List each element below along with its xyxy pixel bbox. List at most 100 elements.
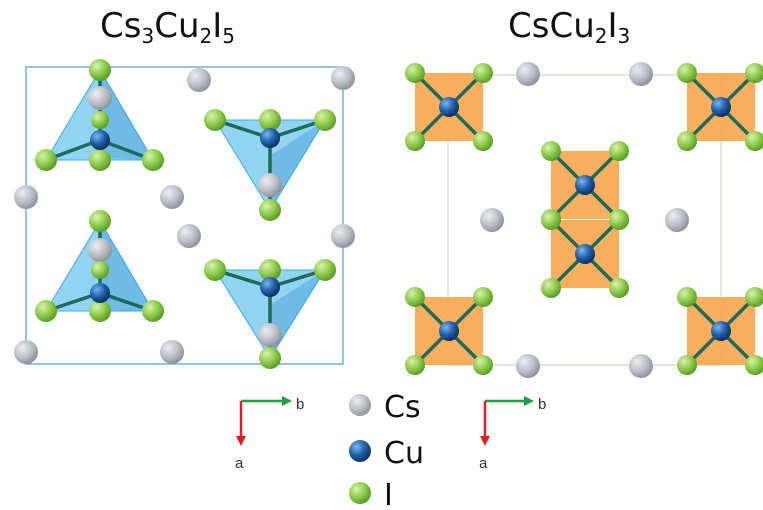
cui4-tetrahedron <box>35 59 164 171</box>
tetrahedron-face <box>100 70 153 160</box>
title-cs3cu2i5: Cs3Cu2I5 <box>100 6 235 48</box>
i-atom <box>142 149 164 171</box>
i-atom <box>609 210 629 230</box>
a-arrow-head <box>236 436 246 446</box>
cs-atom <box>160 340 184 364</box>
cui-octahedron <box>677 63 763 151</box>
i-atom <box>35 149 57 171</box>
axis-indicator-right: b a <box>479 396 546 472</box>
cs3cu2i5-structure <box>14 59 355 369</box>
i-atom <box>677 63 697 83</box>
i-atom <box>89 59 111 81</box>
i-atom <box>405 287 425 307</box>
cs-atom <box>331 66 355 90</box>
cs-atom <box>88 86 112 110</box>
unit-cell <box>447 74 722 366</box>
legend-cs-atom <box>349 394 371 416</box>
cs-atom <box>187 68 211 92</box>
cui-octahedron <box>541 141 629 229</box>
cs-atom <box>177 224 201 248</box>
cu-atom <box>439 97 459 117</box>
cu-atom <box>260 128 280 148</box>
cs-atom <box>665 208 689 232</box>
b-arrow-head <box>282 396 292 406</box>
cs-atom <box>88 238 112 262</box>
cscu2i3-structure <box>405 62 763 378</box>
tetrahedron-face <box>270 120 325 210</box>
i-atom <box>677 287 697 307</box>
i-atom <box>314 109 336 131</box>
tetrahedron-face <box>100 221 153 311</box>
cu-atom <box>711 321 731 341</box>
i-atom <box>473 131 493 151</box>
legend-i-label: I <box>384 478 393 510</box>
i-atom <box>89 300 111 322</box>
i-atom <box>745 131 763 151</box>
i-atom <box>473 63 493 83</box>
legend-cu-label: Cu <box>384 436 424 471</box>
i-atom <box>609 278 629 298</box>
cs-atom <box>258 323 282 347</box>
i-atom <box>204 109 226 131</box>
cs-atom <box>14 340 38 364</box>
cu-atom <box>90 130 110 150</box>
i-atom <box>89 149 111 171</box>
title-cscu2i3: CsCu2I3 <box>508 6 631 48</box>
axis-indicator-left: b a <box>235 396 304 472</box>
cui4-tetrahedron <box>35 210 164 322</box>
i-atom <box>259 347 281 369</box>
cu-atom <box>90 283 110 303</box>
cs-atom <box>629 354 653 378</box>
cs-atom <box>258 173 282 197</box>
cu-atom <box>260 277 280 297</box>
cs-atom <box>480 208 504 232</box>
cs-atom <box>516 62 540 86</box>
legend-cs-label: Cs <box>384 390 421 425</box>
i-atom <box>541 278 561 298</box>
i-atom <box>609 141 629 161</box>
i-atom <box>91 261 109 279</box>
cui-octahedron <box>677 287 763 375</box>
i-atom <box>473 355 493 375</box>
i-atom <box>259 109 281 131</box>
cs-atom <box>160 185 184 209</box>
cui-octahedron <box>405 63 493 151</box>
i-atom <box>142 300 164 322</box>
b-arrow-head <box>524 396 534 406</box>
cui4-tetrahedron <box>204 259 336 369</box>
i-atom <box>745 287 763 307</box>
i-atom <box>473 287 493 307</box>
i-atom <box>677 131 697 151</box>
cs-atom <box>331 224 355 248</box>
cs-atom <box>516 354 540 378</box>
cu-atom <box>439 321 459 341</box>
i-atom <box>91 111 109 129</box>
legend: Cs Cu I <box>349 390 424 510</box>
cs-atom <box>14 185 38 209</box>
unit-cell <box>25 66 344 365</box>
b-axis-label: b <box>296 396 304 413</box>
cu-atom <box>575 175 595 195</box>
i-atom <box>677 355 697 375</box>
i-atom <box>259 199 281 221</box>
a-arrow-head <box>480 436 490 446</box>
cs-atom <box>629 62 653 86</box>
i-atom <box>259 259 281 281</box>
cu-atom <box>711 97 731 117</box>
tetrahedron-face <box>270 270 325 358</box>
cui4-tetrahedron <box>204 109 336 221</box>
legend-i-atom <box>349 482 371 504</box>
i-atom <box>541 210 561 230</box>
cui-octahedron <box>541 210 629 298</box>
i-atom <box>405 131 425 151</box>
i-atom <box>745 63 763 83</box>
i-atom <box>745 355 763 375</box>
i-atom <box>405 63 425 83</box>
b-axis-label: b <box>538 396 546 413</box>
cui-octahedron <box>405 287 493 375</box>
i-atom <box>314 259 336 281</box>
i-atom <box>89 210 111 232</box>
i-atom <box>204 259 226 281</box>
i-atom <box>405 355 425 375</box>
